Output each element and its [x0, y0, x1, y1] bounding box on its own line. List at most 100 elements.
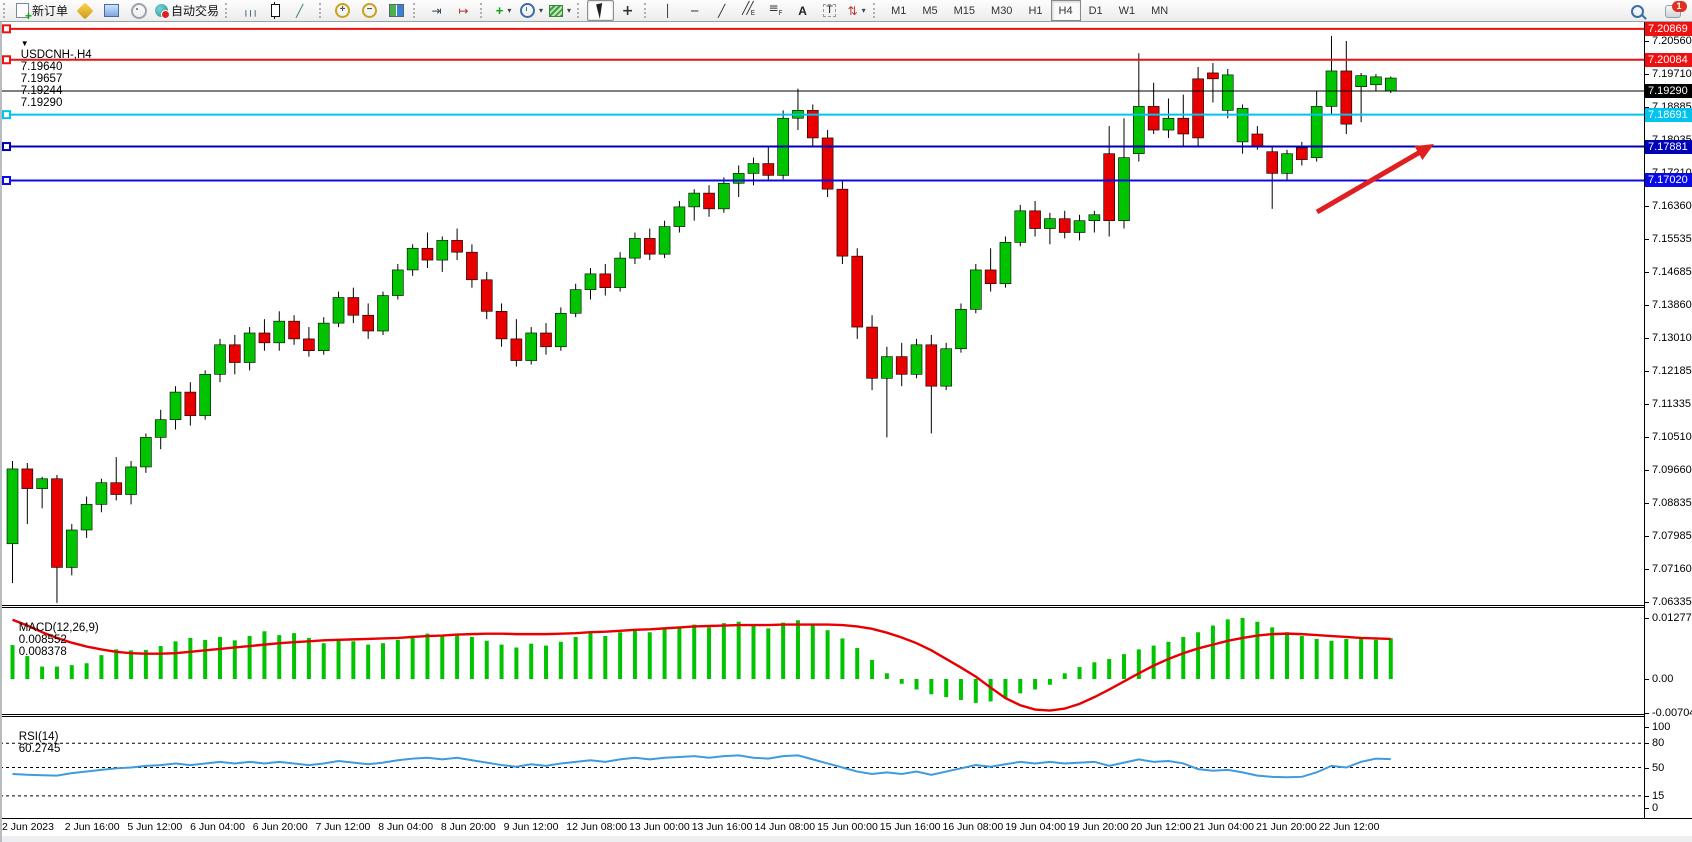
timeframe-M30[interactable]: M30 — [991, 4, 1013, 17]
pane-separator[interactable] — [0, 714, 1644, 715]
time-axis-label: 21 Jun 04:00 — [1193, 821, 1255, 833]
timeframe-M1[interactable]: M1 — [891, 4, 907, 17]
price-line-label[interactable]: 7.18691 — [1645, 107, 1692, 122]
rsi-tick — [1644, 808, 1649, 809]
rsi-tick-label: 15 — [1652, 789, 1665, 802]
chevron-down-icon[interactable]: ▾ — [861, 6, 866, 15]
channel-button[interactable] — [735, 0, 762, 21]
timeframe-W1[interactable]: W1 — [1118, 4, 1136, 17]
macd-title: MACD(12,26,9) — [18, 622, 99, 634]
bull-candle — [569, 289, 582, 314]
fibonacci-button[interactable] — [762, 0, 789, 21]
zoom-in-button[interactable] — [329, 0, 356, 21]
bull-candle — [140, 437, 152, 468]
notifications-button[interactable]: 1 — [1659, 1, 1687, 22]
timeframe-MN[interactable]: MN — [1151, 4, 1169, 17]
horizontal-lines[interactable] — [0, 24, 1644, 185]
chart-shift-button[interactable] — [450, 0, 477, 21]
timeframe-H1[interactable]: H1 — [1028, 4, 1043, 17]
bull-candle — [614, 257, 626, 288]
price-line-label[interactable]: 7.20084 — [1645, 52, 1692, 67]
search-button[interactable] — [1624, 1, 1651, 22]
candle-chart-button[interactable] — [262, 0, 289, 21]
price-tick — [1644, 569, 1649, 570]
pane-separator[interactable] — [0, 605, 1644, 606]
market-watch-button[interactable] — [98, 0, 125, 21]
price-line-label[interactable]: 7.17881 — [1645, 139, 1692, 154]
price-tick-label: 7.16360 — [1652, 200, 1692, 213]
chevron-down-icon[interactable]: ▾ — [539, 6, 544, 15]
indicators-button[interactable]: ▾ — [490, 0, 517, 21]
timeframe-H4[interactable]: H4 — [1050, 0, 1081, 21]
line-chart-button[interactable] — [289, 0, 316, 21]
timeframe-M15[interactable]: M15 — [953, 4, 976, 17]
bar-chart-button[interactable] — [235, 0, 262, 21]
tile-windows-button[interactable] — [383, 0, 410, 21]
autotrade-button[interactable]: 自动交易 — [152, 0, 222, 21]
bear-candle — [229, 344, 241, 363]
cursor-button[interactable] — [587, 0, 615, 21]
toolbar-grip — [480, 3, 485, 18]
hline-button[interactable] — [681, 0, 708, 21]
time-axis-label: 7 Jun 12:00 — [315, 821, 371, 833]
price-tick — [1644, 74, 1649, 76]
price-pane[interactable] — [0, 22, 1644, 605]
macd-pane[interactable] — [0, 608, 1644, 714]
text-icon — [798, 5, 807, 17]
line-handle[interactable] — [2, 175, 11, 185]
chevron-down-icon[interactable]: ▾ — [507, 6, 512, 15]
text-button[interactable] — [789, 0, 816, 21]
bull-candle — [125, 466, 137, 495]
bear-candle — [821, 137, 834, 190]
bull-candle — [910, 344, 923, 375]
macd-tick — [1644, 712, 1649, 714]
zoom-out-button[interactable] — [356, 0, 383, 21]
price-tick — [1644, 272, 1649, 274]
new-order-button-label: 新订单 — [32, 4, 69, 18]
line-handle[interactable] — [2, 24, 11, 34]
bear-candle — [1251, 133, 1264, 147]
trend-arrow-head[interactable] — [1414, 144, 1434, 160]
bear-candle — [362, 314, 374, 332]
line-handle[interactable] — [2, 110, 11, 120]
line-handle[interactable] — [2, 55, 11, 65]
collapse-triangle-icon[interactable]: ▼ — [20, 39, 29, 48]
templates-button[interactable]: ▾ — [546, 0, 574, 21]
bear-candle — [1103, 153, 1115, 221]
bull-candle — [273, 320, 286, 344]
price-axis-border[interactable] — [1644, 21, 1645, 818]
price-line-label[interactable]: 7.19290 — [1645, 84, 1692, 99]
price-tick — [1644, 41, 1649, 42]
time-axis-label: 21 Jun 20:00 — [1256, 821, 1317, 833]
vline-button[interactable] — [654, 0, 681, 21]
price-tick — [1644, 601, 1649, 603]
fibonacci-icon — [769, 2, 783, 19]
trend-arrow[interactable] — [1315, 146, 1427, 215]
timeframe-D1[interactable]: D1 — [1088, 4, 1103, 17]
chevron-down-icon[interactable]: ▾ — [567, 6, 572, 15]
chart-window-button[interactable] — [71, 0, 98, 21]
line-handle[interactable] — [2, 142, 11, 152]
bear-candle — [1192, 78, 1204, 139]
auto-scroll-button[interactable] — [423, 0, 450, 21]
label-button[interactable] — [816, 0, 843, 21]
price-tick — [1644, 536, 1649, 538]
bear-candle — [184, 391, 197, 417]
crosshair-button[interactable] — [614, 0, 641, 21]
bear-candle — [836, 188, 849, 257]
bull-candle — [1088, 214, 1101, 221]
rsi-pane[interactable] — [0, 717, 1644, 818]
bear-candle — [110, 482, 123, 495]
arrows-button[interactable]: ▾ — [843, 0, 870, 21]
price-line-label[interactable]: 7.17020 — [1645, 173, 1692, 188]
new-order-button[interactable]: 新订单 — [13, 0, 71, 22]
signals-button[interactable] — [125, 0, 152, 21]
rsi-tick — [1644, 795, 1649, 797]
price-line-label[interactable]: 7.20869 — [1645, 21, 1692, 36]
price-tick-label: 7.07985 — [1652, 530, 1692, 543]
trendline-button[interactable] — [708, 0, 735, 21]
periods-button[interactable]: ▾ — [517, 0, 546, 21]
bear-candle — [984, 269, 997, 285]
bull-candle — [584, 273, 597, 290]
timeframe-M5[interactable]: M5 — [922, 4, 938, 17]
